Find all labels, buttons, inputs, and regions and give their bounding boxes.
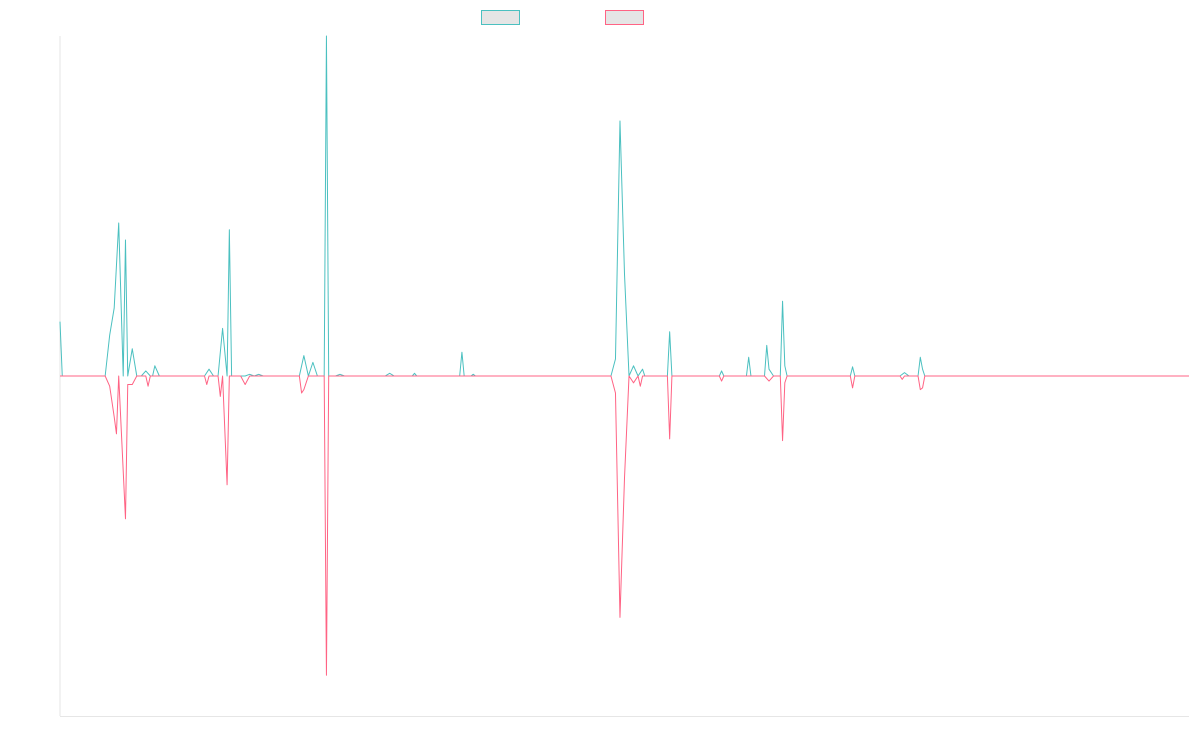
series-1 xyxy=(59,35,1189,377)
legend-swatch-series-1[interactable] xyxy=(481,10,520,25)
legend xyxy=(0,0,1200,32)
series-2-area xyxy=(60,376,1189,675)
series-1-area xyxy=(60,36,1189,376)
legend-swatch-series-2[interactable] xyxy=(605,10,644,25)
series-2-line[interactable] xyxy=(60,375,1189,676)
series-2 xyxy=(60,375,1189,676)
series-layer xyxy=(59,35,1189,676)
